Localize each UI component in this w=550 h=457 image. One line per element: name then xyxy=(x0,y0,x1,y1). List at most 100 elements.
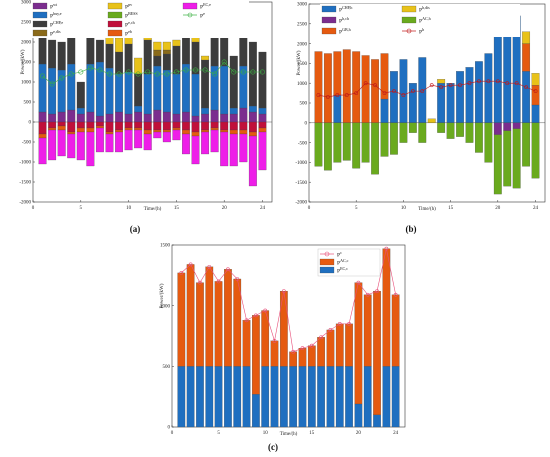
bar-segment xyxy=(124,121,133,129)
y-tick-label: 2000 xyxy=(21,41,32,46)
x-tick-label: 24 xyxy=(393,431,399,436)
line-point xyxy=(325,95,330,99)
line-point xyxy=(259,69,265,75)
line-point xyxy=(116,71,122,77)
panel-b-chart: -2000 -1500 -1000 -500 0 500 1000 1500 2000 2500 3… xyxy=(295,3,546,212)
line-point xyxy=(373,83,377,88)
bar-segment xyxy=(418,57,427,123)
bar-segment xyxy=(38,121,47,135)
line-point xyxy=(467,81,472,86)
bar-segment xyxy=(162,129,171,133)
legend-label: PAC,c xyxy=(337,258,349,267)
bar-segment xyxy=(172,127,181,131)
bar-segment xyxy=(162,53,171,71)
bar-segment xyxy=(182,129,190,135)
bar-segment xyxy=(258,107,267,115)
bar-segment xyxy=(48,39,57,69)
bar-segment xyxy=(345,366,353,428)
bar-segment xyxy=(115,121,123,131)
bar-segment xyxy=(143,129,152,135)
bar-segment xyxy=(172,113,181,123)
bar-segment xyxy=(162,131,171,143)
bar-segment xyxy=(67,109,76,123)
bar-segment xyxy=(503,33,512,123)
bar-segment xyxy=(57,111,66,123)
bar-segment xyxy=(380,98,389,123)
bar-segment xyxy=(201,107,210,115)
bar-segment xyxy=(191,115,200,123)
line-point xyxy=(393,292,398,297)
y-tick-label: 1500 xyxy=(297,62,308,67)
bar-segment xyxy=(512,128,521,189)
y-tick-label: -2000 xyxy=(19,201,31,206)
bar-segment xyxy=(289,366,298,428)
y-tick-label: -500 xyxy=(22,141,32,146)
line-point xyxy=(145,69,151,75)
line-point xyxy=(448,83,453,88)
x-tick-label: 0 xyxy=(32,206,35,211)
bar-segment xyxy=(456,71,464,123)
bar-segment xyxy=(408,122,417,133)
bar-segment xyxy=(229,121,238,131)
legend-box xyxy=(31,1,249,38)
bar-segment xyxy=(522,71,531,123)
bar-segment xyxy=(317,337,325,367)
bar-segment xyxy=(220,121,229,131)
bar-segment xyxy=(201,55,210,61)
bar-segment xyxy=(380,122,389,157)
bar-segment xyxy=(86,111,95,123)
bar-segment xyxy=(427,118,436,123)
legend-label: PCHP,h xyxy=(339,5,352,14)
bar-segment xyxy=(373,290,381,415)
line-point xyxy=(40,73,46,79)
bar-segment xyxy=(493,122,502,135)
bar-segment xyxy=(124,71,133,115)
bar-segment xyxy=(172,39,181,47)
line-point xyxy=(429,83,434,88)
x-tick-label: 20 xyxy=(222,206,228,211)
bar-segment xyxy=(182,111,190,123)
bar-segment xyxy=(153,129,162,133)
bar-segment xyxy=(220,131,229,167)
bar-segment xyxy=(201,113,210,123)
bar-segment xyxy=(67,131,76,135)
caption-b: (b) xyxy=(406,224,417,234)
bar-segment xyxy=(345,323,353,367)
x-tick-label: 5 xyxy=(355,206,358,211)
legend-swatch xyxy=(321,27,337,35)
bar-segment xyxy=(258,51,267,109)
bar-segment xyxy=(143,121,152,131)
bar-segment xyxy=(484,53,493,123)
x-tick-label: 24 xyxy=(533,206,539,211)
line-point xyxy=(154,71,160,77)
bar-segment xyxy=(214,366,223,428)
bar-segment xyxy=(371,122,379,175)
bar-segment xyxy=(380,53,389,100)
bar-segment xyxy=(270,340,279,367)
legend-label: Ppv xyxy=(125,2,132,11)
x-tick-label: 5 xyxy=(80,206,83,211)
bar-segment xyxy=(248,121,257,133)
line-point xyxy=(356,280,361,285)
y-tick-label: 0 xyxy=(29,121,32,126)
bar-segment xyxy=(76,131,85,161)
bar-segment xyxy=(239,107,248,123)
line-point xyxy=(216,279,221,284)
bar-segment xyxy=(352,51,361,123)
bar-segment xyxy=(465,122,474,143)
y-tick-label: -1500 xyxy=(19,181,31,186)
bar-segment xyxy=(177,366,186,428)
bar-segment xyxy=(446,122,455,139)
bar-segment xyxy=(191,41,200,75)
y-tick-label: -1500 xyxy=(295,181,307,186)
line-point xyxy=(126,69,132,75)
bar-segment xyxy=(248,105,257,113)
bar-segment xyxy=(191,131,200,137)
bar-segment xyxy=(399,59,408,123)
bar-segment xyxy=(172,121,181,129)
bar-segment xyxy=(224,366,232,428)
bar-segment xyxy=(182,133,190,155)
line-point xyxy=(328,328,333,332)
line-point xyxy=(384,246,389,251)
